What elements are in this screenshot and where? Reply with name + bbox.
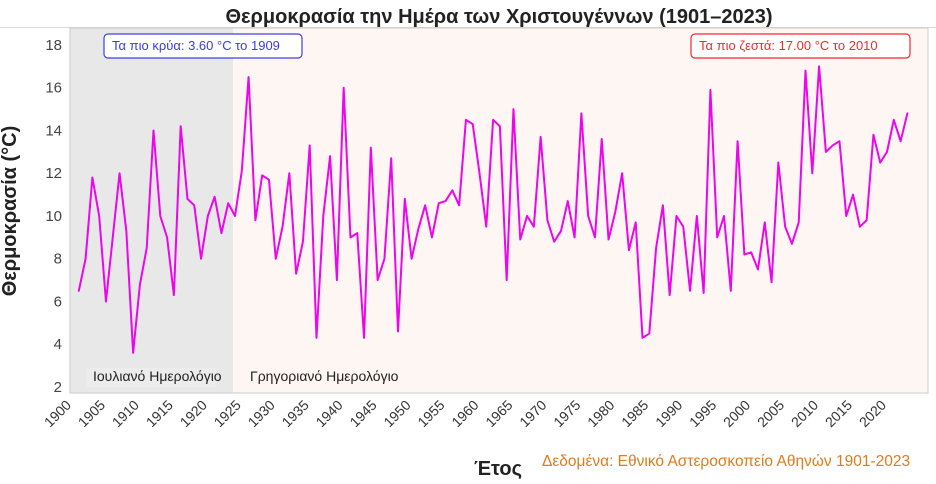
svg-text:1970: 1970: [516, 397, 549, 430]
svg-text:4: 4: [54, 336, 62, 353]
svg-text:18: 18: [45, 37, 62, 54]
svg-text:1920: 1920: [177, 397, 210, 430]
svg-text:Δεδομένα: Εθνικό Αστεροσκοπείο: Δεδομένα: Εθνικό Αστεροσκοπείο Αθηνών 19…: [542, 453, 910, 470]
svg-text:1975: 1975: [550, 397, 583, 430]
svg-text:Έτος: Έτος: [474, 458, 522, 480]
svg-text:2010: 2010: [788, 397, 821, 430]
svg-text:1945: 1945: [346, 397, 379, 430]
svg-text:Τα πιο ζεστά: 17.00 °C το 2010: Τα πιο ζεστά: 17.00 °C το 2010: [699, 38, 878, 53]
svg-text:2: 2: [54, 379, 62, 396]
svg-text:1990: 1990: [652, 397, 685, 430]
svg-text:Ιουλιανό Ημερολόγιο: Ιουλιανό Ημερολόγιο: [93, 368, 222, 384]
svg-text:1960: 1960: [448, 397, 481, 430]
svg-text:Θερμοκρασία (°C): Θερμοκρασία (°C): [0, 126, 21, 297]
svg-text:Τα πιο κρύα: 3.60 °C το 1909: Τα πιο κρύα: 3.60 °C το 1909: [112, 38, 280, 53]
svg-text:1910: 1910: [109, 397, 142, 430]
svg-text:Γρηγοριανό Ημερολόγιο: Γρηγοριανό Ημερολόγιο: [250, 368, 399, 384]
svg-text:2015: 2015: [822, 397, 855, 430]
svg-text:1965: 1965: [482, 397, 515, 430]
svg-text:1905: 1905: [75, 397, 108, 430]
svg-text:14: 14: [45, 123, 62, 140]
svg-text:2000: 2000: [720, 397, 753, 430]
svg-text:10: 10: [45, 208, 62, 225]
svg-text:1995: 1995: [686, 397, 719, 430]
svg-text:1940: 1940: [312, 397, 345, 430]
svg-text:1980: 1980: [584, 397, 617, 430]
svg-text:1935: 1935: [278, 397, 311, 430]
svg-text:1915: 1915: [143, 397, 176, 430]
svg-text:1955: 1955: [414, 397, 447, 430]
svg-text:12: 12: [45, 165, 62, 182]
svg-text:1925: 1925: [211, 397, 244, 430]
svg-text:1985: 1985: [618, 397, 651, 430]
svg-text:1950: 1950: [380, 397, 413, 430]
svg-text:1900: 1900: [41, 397, 74, 430]
svg-text:1930: 1930: [245, 397, 278, 430]
svg-text:16: 16: [45, 80, 62, 97]
svg-text:2020: 2020: [856, 397, 889, 430]
svg-text:2005: 2005: [754, 397, 787, 430]
svg-text:6: 6: [54, 294, 62, 311]
svg-text:8: 8: [54, 251, 62, 268]
